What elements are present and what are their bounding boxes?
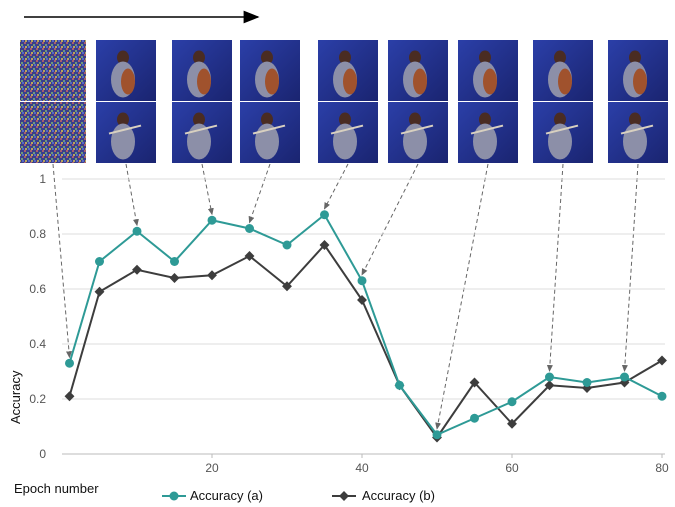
data-point <box>207 215 217 225</box>
thumbnail-arrow <box>52 163 72 359</box>
thumbnail-image <box>20 40 86 101</box>
thumbnail-arrow <box>201 163 214 216</box>
data-point <box>132 226 142 236</box>
data-point <box>657 391 667 401</box>
thumbnail-image <box>318 102 378 163</box>
legend-marker-a <box>169 491 179 501</box>
y-tick-label: 0.2 <box>29 392 46 406</box>
thumbnail-image <box>318 40 378 101</box>
gridlines <box>62 178 665 400</box>
thumbnail-image <box>172 102 232 163</box>
data-point <box>244 251 255 261</box>
thumbnail-image <box>608 102 668 163</box>
x-tick-label: 40 <box>355 461 369 475</box>
legend-label-a: Accuracy (a) <box>190 488 263 503</box>
data-point <box>620 372 629 382</box>
data-point <box>545 372 554 382</box>
data-point <box>582 378 592 387</box>
data-point <box>395 380 404 390</box>
thumbnail-image <box>608 40 668 101</box>
thumbnail-arrow <box>546 163 564 372</box>
y-tick-label: 0.4 <box>29 337 46 351</box>
data-point <box>65 358 74 368</box>
y-tick-label: 1 <box>39 172 46 186</box>
x-tick-labels: 20 40 60 80 <box>205 454 669 475</box>
data-point <box>507 418 517 429</box>
data-point <box>432 430 442 440</box>
data-point <box>64 391 75 402</box>
thumbnail-image <box>533 40 593 101</box>
data-point <box>319 240 330 250</box>
y-tick-label: 0 <box>39 447 46 461</box>
legend-label-b: Accuracy (b) <box>362 488 435 503</box>
x-tick-label: 20 <box>205 461 219 475</box>
legend-marker-b <box>339 491 349 501</box>
thumbnail-image <box>240 102 300 163</box>
data-point <box>132 264 142 275</box>
thumbnail-arrows <box>52 163 639 430</box>
data-point <box>470 413 479 423</box>
data-point <box>282 240 292 250</box>
data-point <box>94 286 105 297</box>
thumbnail-image <box>388 102 448 163</box>
data-point <box>357 295 367 305</box>
data-point <box>170 257 179 266</box>
series-line <box>68 213 663 436</box>
y-tick-labels: 0 0.2 0.4 0.6 0.8 1 <box>29 172 46 461</box>
thumbnail-arrow <box>621 163 639 372</box>
thumbnail-image <box>533 102 593 163</box>
thumbnail-strip <box>20 40 668 163</box>
x-axis-title: Epoch number <box>14 481 99 496</box>
data-point <box>282 281 292 292</box>
thumbnail-image <box>240 40 300 101</box>
data-point <box>245 224 254 233</box>
series-layer <box>64 210 667 443</box>
data-point <box>320 210 329 220</box>
data-point <box>544 380 555 391</box>
thumbnail-image <box>96 40 156 101</box>
thumbnail-image <box>20 102 86 163</box>
thumbnail-image <box>96 102 156 163</box>
data-point <box>507 397 517 407</box>
y-tick-label: 0.6 <box>29 282 46 296</box>
data-point <box>357 276 367 286</box>
thumbnail-image <box>388 40 448 101</box>
thumbnail-arrow <box>248 163 271 224</box>
data-point <box>207 270 217 281</box>
y-tick-label: 0.8 <box>29 227 46 241</box>
data-point <box>169 273 180 283</box>
y-axis-title: Accuracy <box>8 370 23 424</box>
thumbnail-image <box>172 40 232 101</box>
series-line <box>68 243 663 440</box>
thumbnail-arrow <box>435 163 489 430</box>
data-point <box>469 377 480 388</box>
thumbnail-arrow <box>361 163 419 276</box>
x-tick-label: 80 <box>655 461 669 475</box>
x-tick-label: 60 <box>505 461 519 475</box>
data-point <box>95 257 104 266</box>
thumbnail-image <box>458 102 518 163</box>
legend: Accuracy (a) Accuracy (b) <box>162 488 435 503</box>
data-point <box>657 355 667 366</box>
thumbnail-arrow <box>324 163 349 210</box>
thumbnail-image <box>458 40 518 101</box>
thumbnail-arrow <box>125 163 139 227</box>
